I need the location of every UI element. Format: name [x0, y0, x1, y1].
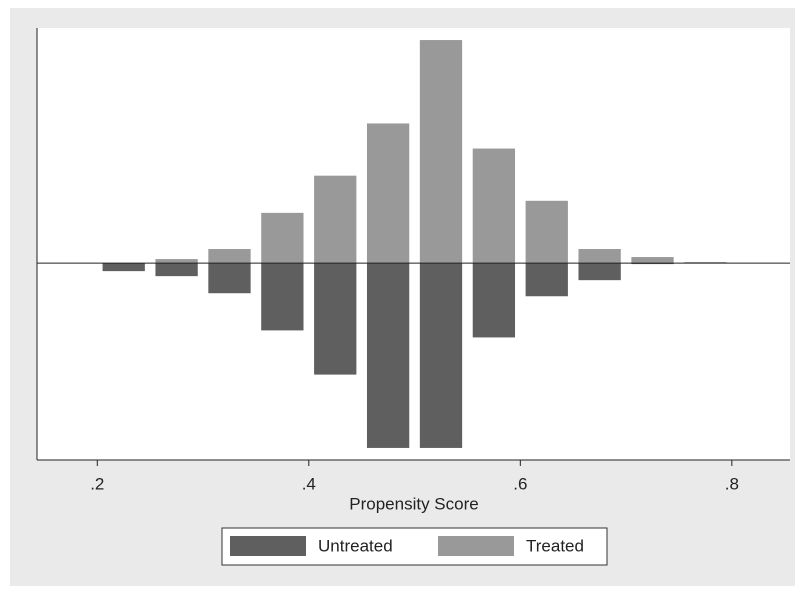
- bar: [208, 249, 251, 264]
- legend-swatch: [230, 536, 306, 556]
- legend-label: Treated: [526, 536, 584, 555]
- bar: [261, 212, 304, 264]
- bar: [578, 263, 621, 281]
- x-axis-label: Propensity Score: [349, 494, 478, 513]
- bar: [472, 148, 516, 264]
- bar: [314, 263, 357, 375]
- bar: [631, 263, 674, 265]
- bar: [525, 263, 568, 297]
- legend-label: Untreated: [318, 536, 393, 555]
- bar: [208, 263, 251, 294]
- bar: [102, 263, 145, 272]
- bar: [631, 257, 674, 264]
- bar: [472, 263, 516, 338]
- x-tick-label: .4: [302, 474, 316, 493]
- bar: [578, 249, 621, 264]
- bar: [261, 263, 304, 331]
- bar: [314, 175, 357, 264]
- bar: [155, 259, 198, 264]
- x-tick-label: .8: [725, 474, 739, 493]
- plot-area: [37, 28, 790, 460]
- bar: [525, 200, 568, 264]
- bar: [419, 263, 463, 448]
- bar: [419, 40, 463, 264]
- x-tick-label: .6: [513, 474, 527, 493]
- legend-swatch: [438, 536, 514, 556]
- x-tick-label: .2: [90, 474, 104, 493]
- bar: [155, 263, 198, 277]
- bar: [684, 262, 727, 264]
- bar: [366, 123, 410, 264]
- bar: [366, 263, 410, 448]
